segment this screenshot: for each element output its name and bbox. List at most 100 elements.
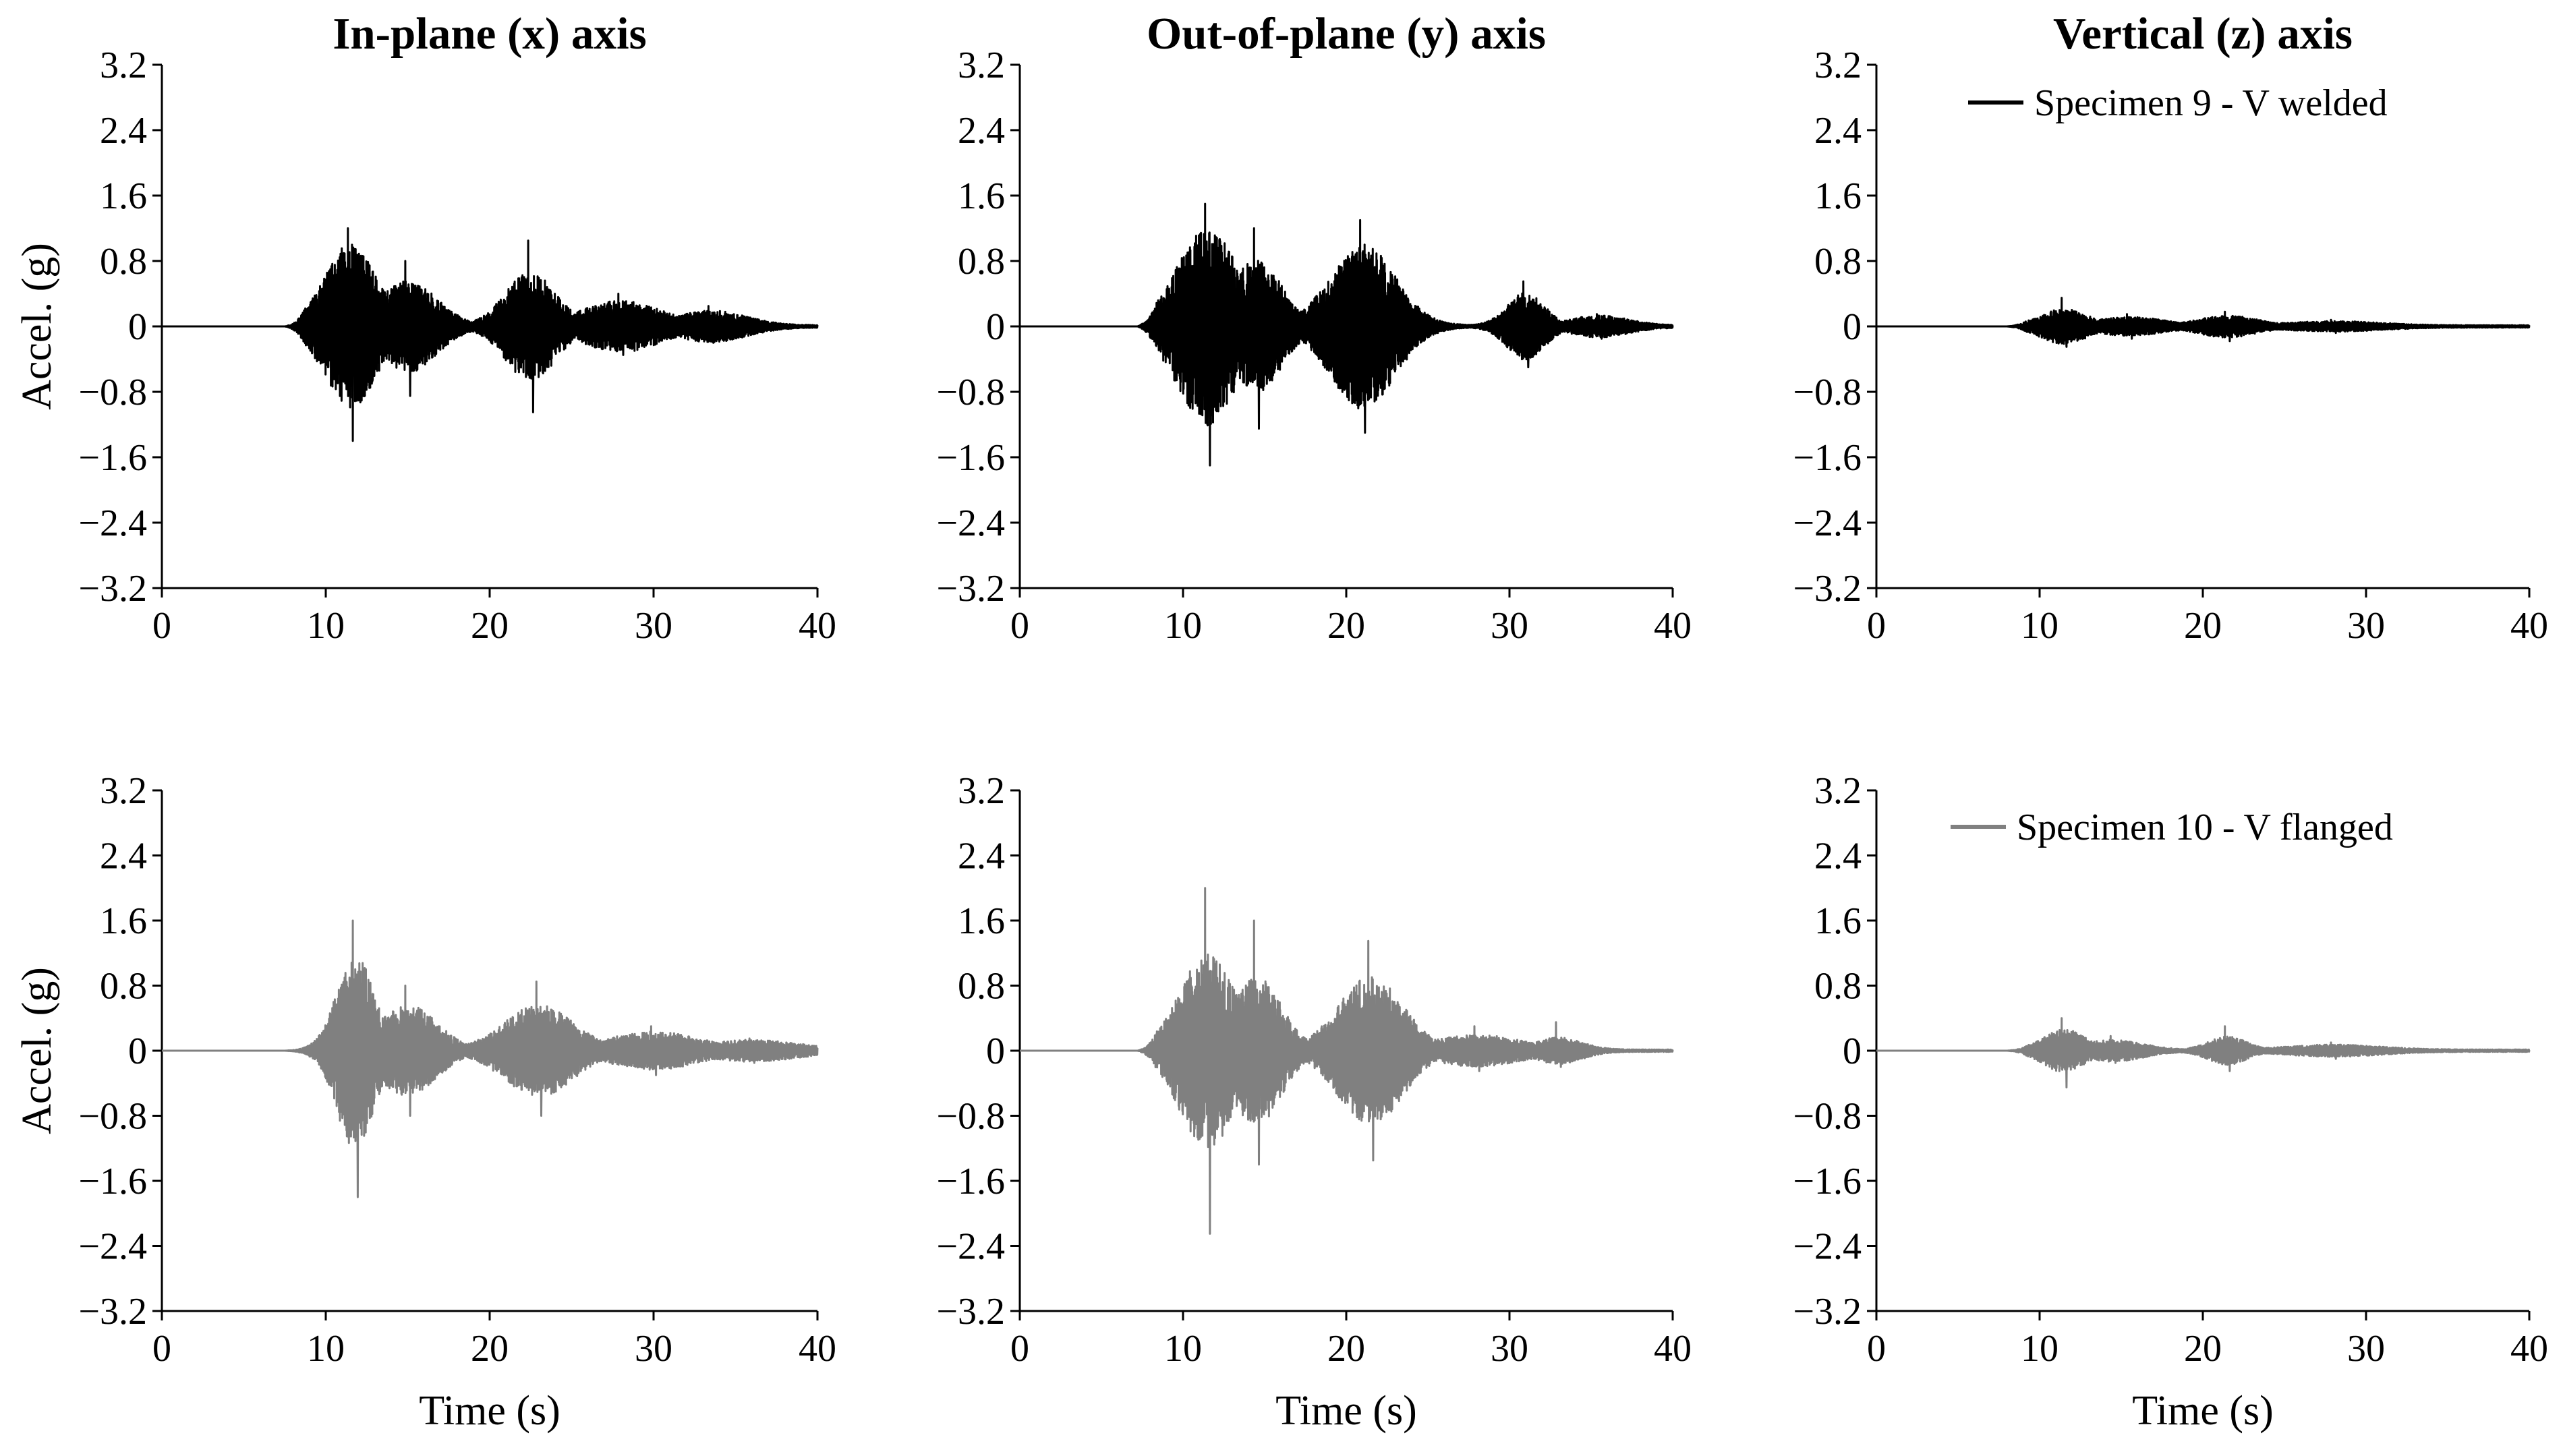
y-tick-label: −3.2 xyxy=(936,1291,1005,1333)
y-tick-label: 3.2 xyxy=(958,45,1005,86)
y-tick-label: 0 xyxy=(1843,1030,1862,1072)
y-tick-label: −1.6 xyxy=(936,1161,1005,1202)
y-tick-label: −3.2 xyxy=(78,568,147,610)
y-tick-label: −1.6 xyxy=(1793,1161,1862,1202)
y-tick-label: −1.6 xyxy=(78,437,147,479)
x-tick-label: 0 xyxy=(152,1328,171,1370)
y-tick-label: −0.8 xyxy=(78,1096,147,1138)
y-tick-label: −0.8 xyxy=(78,372,147,413)
series-line-row1-col2 xyxy=(1018,202,1674,467)
y-tick-label: 0 xyxy=(1843,306,1862,348)
y-tick-label: −1.6 xyxy=(936,437,1005,479)
y-tick-label: −2.4 xyxy=(936,502,1005,544)
y-tick-label: 0.8 xyxy=(100,241,147,283)
y-tick-label: 2.4 xyxy=(100,110,147,152)
x-tick-label: 10 xyxy=(307,605,345,647)
y-tick-label: −3.2 xyxy=(78,1291,147,1333)
x-tick-label: 30 xyxy=(1491,605,1528,647)
chart-panel-row1-col1: 3.22.41.60.80−0.8−1.6−2.4−3.20 10 20 30 40Ac… xyxy=(14,45,836,647)
y-tick-label: 1.6 xyxy=(100,900,147,942)
x-tick-label: 20 xyxy=(2184,605,2222,647)
y-tick-label: 3.2 xyxy=(100,770,147,812)
y-tick-label: 2.4 xyxy=(100,836,147,877)
y-tick-label: 0.8 xyxy=(1814,241,1862,283)
y-tick-label: 2.4 xyxy=(1814,110,1862,152)
chart-panel-row2-col1: 3.22.41.60.80−0.8−1.6−2.4−3.20 10 20 30 40Ac… xyxy=(14,770,836,1434)
y-tick-label: 2.4 xyxy=(958,110,1005,152)
y-tick-label: −2.4 xyxy=(78,502,147,544)
y-tick-label: −3.2 xyxy=(1793,1291,1862,1333)
x-tick-label: 20 xyxy=(471,1328,509,1370)
x-tick-label: 0 xyxy=(1010,605,1029,647)
y-axis-label: Accel. (g) xyxy=(14,243,60,410)
y-tick-label: 1.6 xyxy=(1814,900,1862,942)
x-tick-label: 40 xyxy=(1654,605,1692,647)
x-tick-label: 30 xyxy=(2347,1328,2385,1370)
y-tick-label: 3.2 xyxy=(1814,45,1862,86)
y-tick-label: 0 xyxy=(128,1030,147,1072)
y-tick-label: −0.8 xyxy=(1793,372,1862,413)
x-tick-label: 0 xyxy=(1010,1328,1029,1370)
x-tick-label: 10 xyxy=(2021,1328,2058,1370)
y-tick-label: 0.8 xyxy=(958,241,1005,283)
x-tick-label: 10 xyxy=(1164,605,1202,647)
chart-panel-row2-col2: 3.22.41.60.80−0.8−1.6−2.4−3.20 10 20 30 40Ti… xyxy=(936,770,1692,1434)
y-axis-label: Accel. (g) xyxy=(14,967,60,1134)
chart-panel-row1-col2: 3.22.41.60.80−0.8−1.6−2.4−3.20 10 20 30 40 xyxy=(936,45,1692,647)
x-tick-label: 40 xyxy=(799,605,836,647)
y-tick-label: 0.8 xyxy=(958,966,1005,1008)
x-tick-label: 20 xyxy=(1327,605,1365,647)
x-tick-label: 20 xyxy=(471,605,509,647)
x-tick-label: 40 xyxy=(2510,605,2548,647)
y-tick-label: 1.6 xyxy=(958,175,1005,217)
chart-panel-row1-col3: 3.22.41.60.80−0.8−1.6−2.4−3.20 10 20 30 40Sp… xyxy=(1793,45,2548,647)
x-tick-label: 0 xyxy=(1867,605,1886,647)
x-tick-label: 40 xyxy=(2510,1328,2548,1370)
x-tick-label: 0 xyxy=(1867,1328,1886,1370)
x-tick-label: 10 xyxy=(307,1328,345,1370)
y-tick-label: 0 xyxy=(986,306,1005,348)
x-tick-label: 30 xyxy=(635,1328,672,1370)
series-line-row2-col2 xyxy=(1018,887,1674,1235)
column-title-3: Vertical (z) axis xyxy=(2053,9,2353,59)
y-tick-label: 0.8 xyxy=(1814,966,1862,1008)
y-tick-label: −2.4 xyxy=(78,1226,147,1268)
y-tick-label: −2.4 xyxy=(1793,502,1862,544)
y-tick-label: 0 xyxy=(128,306,147,348)
x-axis-label: Time (s) xyxy=(2132,1388,2274,1434)
series-line-row1-col3 xyxy=(1875,297,2531,348)
x-tick-label: 40 xyxy=(1654,1328,1692,1370)
x-tick-label: 40 xyxy=(799,1328,836,1370)
series-line-row2-col1 xyxy=(161,919,819,1198)
x-axis-label: Time (s) xyxy=(1275,1388,1417,1434)
y-tick-label: −0.8 xyxy=(936,1096,1005,1138)
y-tick-label: −3.2 xyxy=(936,568,1005,610)
y-tick-label: −2.4 xyxy=(1793,1226,1862,1268)
y-tick-label: −1.6 xyxy=(1793,437,1862,479)
y-tick-label: 0 xyxy=(986,1030,1005,1072)
y-tick-label: −0.8 xyxy=(1793,1096,1862,1138)
x-tick-label: 30 xyxy=(635,605,672,647)
x-tick-label: 10 xyxy=(2021,605,2058,647)
x-tick-label: 10 xyxy=(1164,1328,1202,1370)
y-tick-label: 1.6 xyxy=(958,900,1005,942)
y-tick-label: −2.4 xyxy=(936,1226,1005,1268)
y-tick-label: 3.2 xyxy=(1814,770,1862,812)
y-tick-label: 1.6 xyxy=(1814,175,1862,217)
y-tick-label: −3.2 xyxy=(1793,568,1862,610)
x-axis-label: Time (s) xyxy=(419,1388,560,1434)
y-tick-label: 3.2 xyxy=(958,770,1005,812)
y-tick-label: 1.6 xyxy=(100,175,147,217)
x-tick-label: 20 xyxy=(1327,1328,1365,1370)
x-tick-label: 30 xyxy=(2347,605,2385,647)
x-tick-label: 30 xyxy=(1491,1328,1528,1370)
series-line-row2-col3 xyxy=(1875,1017,2531,1088)
y-tick-label: −0.8 xyxy=(936,372,1005,413)
y-tick-label: 0.8 xyxy=(100,966,147,1008)
y-tick-label: −1.6 xyxy=(78,1161,147,1202)
legend-label: Specimen 9 - V welded xyxy=(2034,82,2388,124)
column-title-1: In-plane (x) axis xyxy=(333,9,646,59)
chart-panel-row2-col3: 3.22.41.60.80−0.8−1.6−2.4−3.20 10 20 30 40Ti… xyxy=(1793,770,2548,1434)
y-tick-label: 2.4 xyxy=(1814,836,1862,877)
